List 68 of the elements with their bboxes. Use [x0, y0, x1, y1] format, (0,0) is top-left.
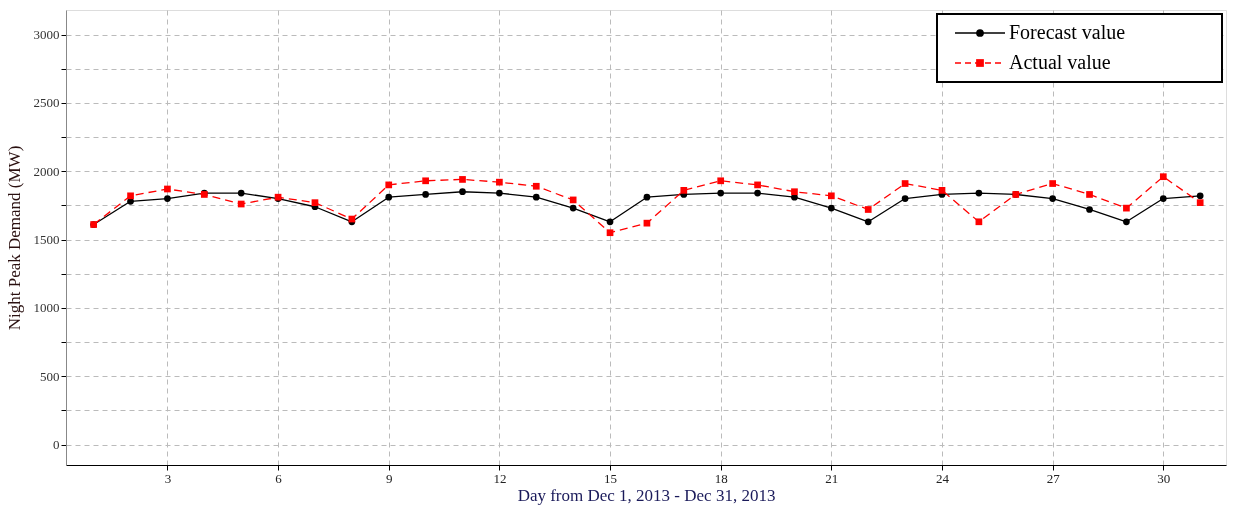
- x-tick-label: 27: [1046, 470, 1061, 486]
- point: [569, 204, 577, 212]
- point: [237, 200, 245, 208]
- point: [422, 177, 429, 185]
- point: [127, 192, 134, 200]
- point: [1123, 218, 1130, 226]
- x-tick-label: 21: [825, 470, 839, 486]
- point: [532, 182, 540, 190]
- x-axis-title: Day from Dec 1, 2013 - Dec 31, 2013: [517, 485, 776, 505]
- point: [385, 193, 393, 201]
- point: [164, 185, 171, 193]
- x-tick-label: 12: [493, 470, 507, 486]
- point: [496, 178, 503, 186]
- x-tick-label: 6: [275, 470, 283, 486]
- point: [311, 199, 319, 207]
- point: [1086, 191, 1093, 198]
- legend-label: Forecast value: [1009, 21, 1126, 43]
- point: [422, 191, 429, 198]
- y-tick-label: 2000: [33, 163, 60, 179]
- x-tick-label: 24: [935, 470, 950, 486]
- point: [237, 189, 245, 197]
- point: [532, 193, 540, 201]
- x-tick-label: 18: [714, 470, 728, 486]
- point: [1049, 180, 1056, 187]
- point: [975, 218, 983, 226]
- point: [791, 188, 798, 196]
- point: [827, 204, 835, 212]
- point: [717, 177, 725, 185]
- y-tick-label: 1500: [33, 232, 60, 248]
- point: [1086, 206, 1093, 213]
- point: [975, 189, 983, 197]
- point: [938, 187, 946, 194]
- point: [643, 219, 651, 227]
- y-tick-label: 1000: [33, 300, 60, 316]
- y-tick-label: 2500: [33, 95, 60, 111]
- x-tick-label: 30: [1157, 470, 1171, 486]
- x-tick-label: 9: [385, 470, 393, 486]
- point: [1196, 199, 1204, 207]
- point: [754, 189, 761, 197]
- y-tick-label: 0: [53, 437, 60, 452]
- point: [643, 193, 651, 201]
- y-axis-title: Night Peak Demand (MW): [4, 145, 24, 331]
- x-tick-label: 15: [604, 470, 618, 486]
- point: [901, 195, 909, 202]
- y-tick-label: 3000: [33, 27, 60, 43]
- point: [606, 229, 614, 237]
- point: [385, 181, 393, 189]
- point: [459, 176, 466, 183]
- point: [901, 180, 909, 187]
- point: [496, 189, 503, 197]
- point: [717, 189, 725, 197]
- point: [164, 195, 171, 202]
- point: [827, 192, 835, 200]
- point: [606, 218, 614, 226]
- point: [1049, 195, 1056, 202]
- point: [1123, 204, 1130, 212]
- point: [459, 188, 466, 196]
- y-tick-label: 500: [40, 368, 60, 384]
- point: [680, 187, 688, 194]
- point: [1159, 195, 1167, 202]
- point: [1196, 192, 1204, 200]
- point: [864, 206, 872, 213]
- legend-label: Actual value: [1009, 51, 1111, 73]
- point: [1159, 173, 1167, 181]
- x-tick-label: 3: [164, 470, 172, 486]
- point: [864, 218, 872, 226]
- point: [754, 181, 761, 189]
- point: [569, 196, 577, 204]
